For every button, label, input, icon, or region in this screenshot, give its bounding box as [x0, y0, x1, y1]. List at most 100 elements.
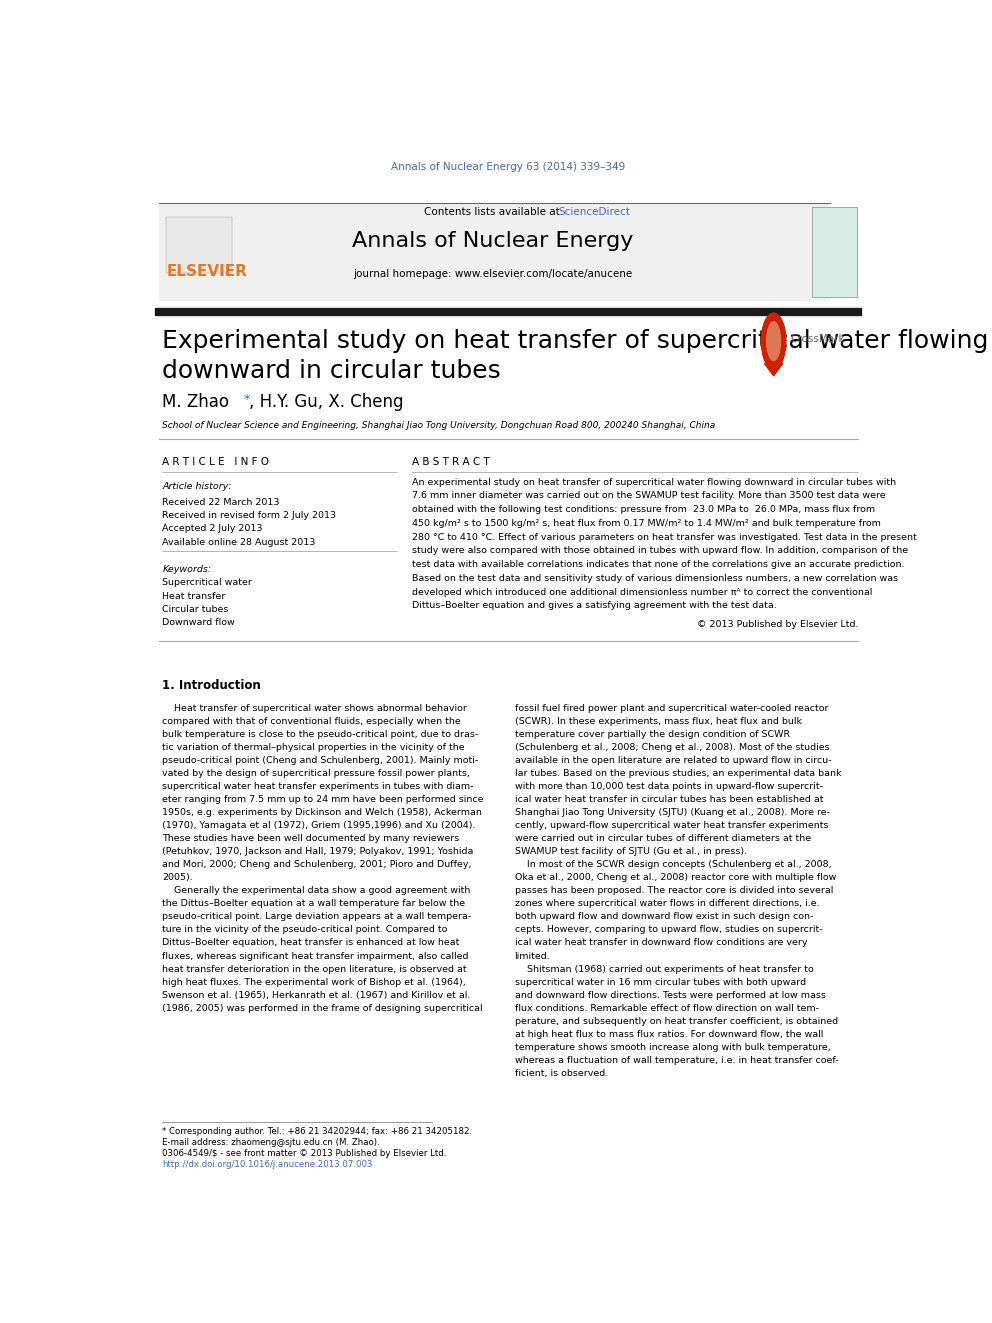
- Text: Contents lists available at: Contents lists available at: [424, 206, 562, 217]
- Text: bulk temperature is close to the pseudo-critical point, due to dras-: bulk temperature is close to the pseudo-…: [163, 730, 479, 738]
- Text: vated by the design of supercritical pressure fossil power plants,: vated by the design of supercritical pre…: [163, 769, 470, 778]
- Text: available in the open literature are related to upward flow in circu-: available in the open literature are rel…: [515, 755, 831, 765]
- Text: fossil fuel fired power plant and supercritical water-cooled reactor: fossil fuel fired power plant and superc…: [515, 704, 828, 713]
- Text: (Petuhkov, 1970, Jackson and Hall, 1979; Polyakov, 1991; Yoshida: (Petuhkov, 1970, Jackson and Hall, 1979;…: [163, 847, 474, 856]
- Text: supercritical water heat transfer experiments in tubes with diam-: supercritical water heat transfer experi…: [163, 782, 474, 791]
- Text: supercritical water in 16 mm circular tubes with both upward: supercritical water in 16 mm circular tu…: [515, 978, 806, 987]
- Text: SWAMUP test facility of SJTU (Gu et al., in press).: SWAMUP test facility of SJTU (Gu et al.,…: [515, 847, 747, 856]
- Text: passes has been proposed. The reactor core is divided into several: passes has been proposed. The reactor co…: [515, 886, 833, 896]
- Text: ELSEVIER: ELSEVIER: [167, 265, 247, 279]
- Text: high heat fluxes. The experimental work of Bishop et al. (1964),: high heat fluxes. The experimental work …: [163, 978, 466, 987]
- Text: heat transfer deterioration in the open literature, is observed at: heat transfer deterioration in the open …: [163, 964, 467, 974]
- Text: zones where supercritical water flows in different directions, i.e.: zones where supercritical water flows in…: [515, 900, 819, 909]
- Text: Heat transfer of supercritical water shows abnormal behavior: Heat transfer of supercritical water sho…: [163, 704, 467, 713]
- Text: whereas a fluctuation of wall temperature, i.e. in heat transfer coef-: whereas a fluctuation of wall temperatur…: [515, 1056, 838, 1065]
- Text: 7.6 mm inner diameter was carried out on the SWAMUP test facility. More than 350: 7.6 mm inner diameter was carried out on…: [413, 491, 886, 500]
- Text: School of Nuclear Science and Engineering, Shanghai Jiao Tong University, Dongch: School of Nuclear Science and Engineerin…: [163, 421, 715, 430]
- Text: cepts. However, comparing to upward flow, studies on supercrit-: cepts. However, comparing to upward flow…: [515, 926, 822, 934]
- Text: In most of the SCWR design concepts (Schulenberg et al., 2008,: In most of the SCWR design concepts (Sch…: [515, 860, 831, 869]
- Text: Oka et al., 2000, Cheng et al., 2008) reactor core with multiple flow: Oka et al., 2000, Cheng et al., 2008) re…: [515, 873, 836, 882]
- Text: temperature cover partially the design condition of SCWR: temperature cover partially the design c…: [515, 730, 790, 738]
- Text: with more than 10,000 test data points in upward-flow supercrit-: with more than 10,000 test data points i…: [515, 782, 822, 791]
- Text: (1970), Yamagata et al (1972), Griem (1995,1996) and Xu (2004).: (1970), Yamagata et al (1972), Griem (19…: [163, 822, 476, 830]
- Ellipse shape: [761, 314, 786, 369]
- Text: (1986, 2005) was performed in the frame of designing supercritical: (1986, 2005) was performed in the frame …: [163, 1004, 483, 1012]
- Text: ical water heat transfer in downward flow conditions are very: ical water heat transfer in downward flo…: [515, 938, 807, 947]
- Text: Dittus–Boelter equation, heat transfer is enhanced at low heat: Dittus–Boelter equation, heat transfer i…: [163, 938, 460, 947]
- FancyBboxPatch shape: [812, 206, 857, 298]
- Text: Swenson et al. (1965), Herkanrath et al. (1967) and Kirillov et al.: Swenson et al. (1965), Herkanrath et al.…: [163, 991, 471, 1000]
- Text: © 2013 Published by Elsevier Ltd.: © 2013 Published by Elsevier Ltd.: [696, 620, 858, 630]
- Text: compared with that of conventional fluids, especially when the: compared with that of conventional fluid…: [163, 717, 461, 726]
- Text: M. Zhao: M. Zhao: [163, 393, 229, 411]
- Text: lar tubes. Based on the previous studies, an experimental data bank: lar tubes. Based on the previous studies…: [515, 769, 841, 778]
- Text: tic variation of thermal–physical properties in the vicinity of the: tic variation of thermal–physical proper…: [163, 744, 465, 751]
- FancyBboxPatch shape: [167, 217, 231, 273]
- Text: http://dx.doi.org/10.1016/j.anucene.2013.07.003: http://dx.doi.org/10.1016/j.anucene.2013…: [163, 1160, 373, 1170]
- Text: both upward flow and downward flow exist in such design con-: both upward flow and downward flow exist…: [515, 913, 812, 921]
- Text: and downward flow directions. Tests were performed at low mass: and downward flow directions. Tests were…: [515, 991, 825, 1000]
- Text: Experimental study on heat transfer of supercritical water flowing: Experimental study on heat transfer of s…: [163, 329, 989, 353]
- Text: , H.Y. Gu, X. Cheng: , H.Y. Gu, X. Cheng: [249, 393, 403, 411]
- Text: Article history:: Article history:: [163, 482, 232, 491]
- Text: Circular tubes: Circular tubes: [163, 605, 229, 614]
- Polygon shape: [765, 364, 783, 376]
- Text: Received in revised form 2 July 2013: Received in revised form 2 July 2013: [163, 511, 336, 520]
- Text: Available online 28 August 2013: Available online 28 August 2013: [163, 537, 315, 546]
- Text: ical water heat transfer in circular tubes has been established at: ical water heat transfer in circular tub…: [515, 795, 823, 804]
- Text: 1. Introduction: 1. Introduction: [163, 679, 261, 692]
- Text: E-mail address: zhaomeng@sjtu.edu.cn (M. Zhao).: E-mail address: zhaomeng@sjtu.edu.cn (M.…: [163, 1138, 380, 1147]
- Text: cently, upward-flow supercritical water heat transfer experiments: cently, upward-flow supercritical water …: [515, 822, 828, 830]
- Text: eter ranging from 7.5 mm up to 24 mm have been performed since: eter ranging from 7.5 mm up to 24 mm hav…: [163, 795, 484, 804]
- Text: Generally the experimental data show a good agreement with: Generally the experimental data show a g…: [163, 886, 471, 896]
- Text: An experimental study on heat transfer of supercritical water flowing downward i: An experimental study on heat transfer o…: [413, 478, 897, 487]
- Text: Annals of Nuclear Energy 63 (2014) 339–349: Annals of Nuclear Energy 63 (2014) 339–3…: [391, 163, 626, 172]
- Text: CrossMark: CrossMark: [791, 333, 845, 344]
- Text: ScienceDirect: ScienceDirect: [558, 206, 631, 217]
- Text: A R T I C L E   I N F O: A R T I C L E I N F O: [163, 458, 270, 467]
- Text: Supercritical water: Supercritical water: [163, 578, 252, 587]
- Text: * Corresponding author. Tel.: +86 21 34202944; fax: +86 21 34205182.: * Corresponding author. Tel.: +86 21 342…: [163, 1127, 472, 1135]
- Text: (Schulenberg et al., 2008; Cheng et al., 2008). Most of the studies: (Schulenberg et al., 2008; Cheng et al.,…: [515, 744, 829, 751]
- Text: pseudo-critical point (Cheng and Schulenberg, 2001). Mainly moti-: pseudo-critical point (Cheng and Schulen…: [163, 755, 479, 765]
- Text: fluxes, whereas significant heat transfer impairment, also called: fluxes, whereas significant heat transfe…: [163, 951, 469, 960]
- Text: Shanghai Jiao Tong University (SJTU) (Kuang et al., 2008). More re-: Shanghai Jiao Tong University (SJTU) (Ku…: [515, 808, 829, 818]
- Text: Accepted 2 July 2013: Accepted 2 July 2013: [163, 524, 263, 533]
- Text: temperature shows smooth increase along with bulk temperature,: temperature shows smooth increase along …: [515, 1043, 830, 1052]
- Text: Based on the test data and sensitivity study of various dimensionless numbers, a: Based on the test data and sensitivity s…: [413, 574, 899, 583]
- Text: 0306-4549/$ - see front matter © 2013 Published by Elsevier Ltd.: 0306-4549/$ - see front matter © 2013 Pu…: [163, 1148, 446, 1158]
- Text: 1950s, e.g. experiments by Dickinson and Welch (1958), Ackerman: 1950s, e.g. experiments by Dickinson and…: [163, 808, 482, 818]
- Text: 450 kg/m² s to 1500 kg/m² s, heat flux from 0.17 MW/m² to 1.4 MW/m² and bulk tem: 450 kg/m² s to 1500 kg/m² s, heat flux f…: [413, 519, 881, 528]
- Text: Keywords:: Keywords:: [163, 565, 211, 574]
- Text: Downward flow: Downward flow: [163, 618, 235, 627]
- Text: Dittus–Boelter equation and gives a satisfying agreement with the test data.: Dittus–Boelter equation and gives a sati…: [413, 602, 777, 610]
- Text: the Dittus–Boelter equation at a wall temperature far below the: the Dittus–Boelter equation at a wall te…: [163, 900, 465, 909]
- Text: Shitsman (1968) carried out experiments of heat transfer to: Shitsman (1968) carried out experiments …: [515, 964, 813, 974]
- Text: obtained with the following test conditions: pressure from  23.0 MPa to  26.0 MP: obtained with the following test conditi…: [413, 505, 875, 515]
- Text: 2005).: 2005).: [163, 873, 193, 882]
- Text: journal homepage: www.elsevier.com/locate/anucene: journal homepage: www.elsevier.com/locat…: [353, 269, 633, 279]
- Text: Received 22 March 2013: Received 22 March 2013: [163, 497, 280, 507]
- Text: pseudo-critical point. Large deviation appears at a wall tempera-: pseudo-critical point. Large deviation a…: [163, 913, 471, 921]
- Text: were carried out in circular tubes of different diameters at the: were carried out in circular tubes of di…: [515, 835, 810, 843]
- Text: A B S T R A C T: A B S T R A C T: [413, 458, 490, 467]
- Text: downward in circular tubes: downward in circular tubes: [163, 360, 501, 384]
- Text: test data with available correlations indicates that none of the correlations gi: test data with available correlations in…: [413, 560, 905, 569]
- Text: at high heat flux to mass flux ratios. For downward flow, the wall: at high heat flux to mass flux ratios. F…: [515, 1029, 823, 1039]
- Text: and Mori, 2000; Cheng and Schulenberg, 2001; Pioro and Duffey,: and Mori, 2000; Cheng and Schulenberg, 2…: [163, 860, 472, 869]
- Ellipse shape: [767, 321, 781, 360]
- Text: study were also compared with those obtained in tubes with upward flow. In addit: study were also compared with those obta…: [413, 546, 909, 556]
- Text: *: *: [243, 393, 249, 406]
- Text: flux conditions. Remarkable effect of flow direction on wall tem-: flux conditions. Remarkable effect of fl…: [515, 1004, 818, 1012]
- Text: These studies have been well documented by many reviewers: These studies have been well documented …: [163, 835, 459, 843]
- Text: developed which introduced one additional dimensionless number πᴬ to correct the: developed which introduced one additiona…: [413, 587, 873, 597]
- Text: ficient, is observed.: ficient, is observed.: [515, 1069, 608, 1078]
- Text: limited.: limited.: [515, 951, 551, 960]
- Text: perature, and subsequently on heat transfer coefficient, is obtained: perature, and subsequently on heat trans…: [515, 1016, 837, 1025]
- Text: Annals of Nuclear Energy: Annals of Nuclear Energy: [352, 232, 634, 251]
- FancyBboxPatch shape: [159, 202, 829, 302]
- Text: 280 °C to 410 °C. Effect of various parameters on heat transfer was investigated: 280 °C to 410 °C. Effect of various para…: [413, 533, 917, 541]
- Text: ture in the vicinity of the pseudo-critical point. Compared to: ture in the vicinity of the pseudo-criti…: [163, 926, 447, 934]
- Text: (SCWR). In these experiments, mass flux, heat flux and bulk: (SCWR). In these experiments, mass flux,…: [515, 717, 802, 726]
- Text: Heat transfer: Heat transfer: [163, 591, 226, 601]
